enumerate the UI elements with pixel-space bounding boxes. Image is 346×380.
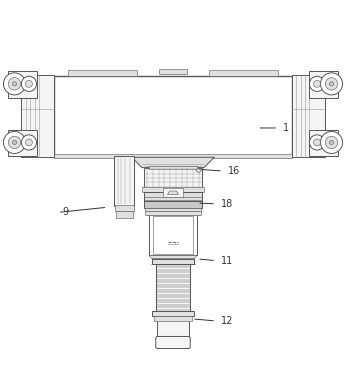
Text: 9: 9 [63,207,69,217]
Bar [157,319,189,340]
Bar [149,166,197,169]
Circle shape [3,131,26,154]
Circle shape [3,73,26,95]
Circle shape [320,73,343,95]
Bar [209,70,278,76]
Circle shape [329,82,334,86]
Polygon shape [167,191,179,195]
Bar [54,154,292,158]
Bar [54,76,292,157]
Circle shape [325,136,338,149]
Circle shape [26,139,33,146]
Bar [163,188,183,197]
Polygon shape [196,168,201,173]
Bar [292,74,325,157]
Circle shape [313,81,320,87]
Bar [159,69,187,74]
Circle shape [8,136,21,149]
Circle shape [26,81,33,87]
Bar [153,216,193,254]
Text: 16: 16 [228,166,240,176]
Bar [8,130,37,156]
Bar [8,71,37,98]
Bar [144,192,202,202]
Text: 18: 18 [221,199,234,209]
Bar [21,74,54,157]
Circle shape [21,135,37,150]
Bar [309,71,338,98]
Circle shape [8,78,21,90]
Polygon shape [131,157,215,168]
Circle shape [329,140,334,144]
Polygon shape [149,255,197,259]
Text: 1: 1 [283,123,289,133]
Bar [68,70,137,76]
FancyBboxPatch shape [156,336,190,348]
Bar [152,311,194,317]
Bar [152,258,194,264]
Bar [154,316,192,321]
Bar [115,155,134,206]
Bar [116,211,133,218]
Bar [309,130,338,156]
Circle shape [309,76,325,92]
Bar [144,168,202,188]
Circle shape [12,140,17,144]
Circle shape [313,139,320,146]
Text: 12: 12 [221,316,234,326]
Bar [147,211,199,215]
Bar [145,207,201,212]
Bar [142,187,204,192]
Circle shape [325,78,338,90]
Bar [144,201,202,208]
Text: 11: 11 [221,256,234,266]
Bar [145,211,201,215]
Bar [149,214,197,255]
Circle shape [12,82,17,86]
Bar [115,205,134,211]
Bar [152,259,194,264]
Circle shape [320,131,343,154]
Bar [156,263,190,314]
Circle shape [309,135,325,150]
Circle shape [21,76,37,92]
